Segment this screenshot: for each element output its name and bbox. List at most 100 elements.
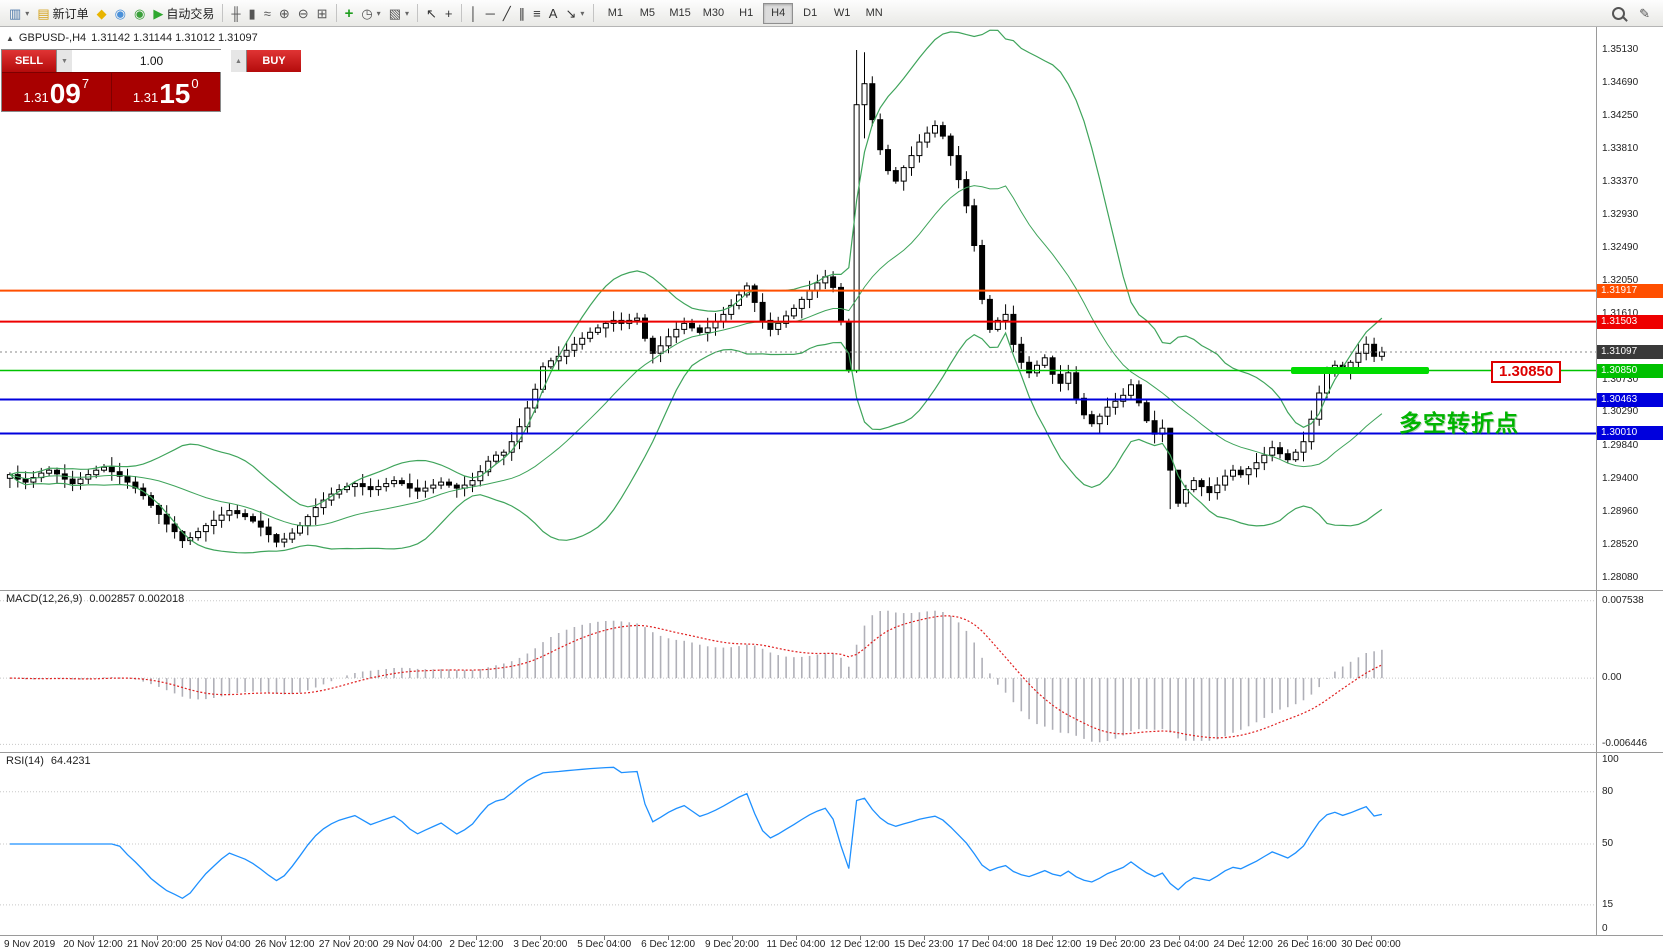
trendline-icon[interactable]: ╱	[499, 2, 515, 24]
timeframe-h4-button[interactable]: H4	[763, 2, 794, 24]
time-axis-tick	[1179, 936, 1181, 940]
time-axis-label: 30 Dec 00:00	[1341, 939, 1401, 950]
bar-chart-mode-icon[interactable]: ╫	[227, 2, 244, 24]
tile-windows-icon[interactable]: ⊞	[313, 2, 332, 24]
panel-separator[interactable]	[0, 752, 1663, 753]
time-axis-tick	[1115, 936, 1117, 940]
crosshair-icon[interactable]: +	[441, 2, 457, 24]
horizontal-line-icon: ─	[485, 5, 495, 21]
candlestick-mode-icon[interactable]: ▮	[245, 2, 260, 24]
templates-icon[interactable]: ▧ ▾	[385, 2, 413, 24]
autotrading-button[interactable]: ▶ 自动交易	[149, 2, 218, 24]
zoom-in-icon[interactable]: ⊕	[275, 2, 294, 24]
symbol-title: GBPUSD-,H4	[18, 32, 87, 44]
market-watch-icon[interactable]: ◉	[111, 2, 130, 24]
timeframe-d1-button[interactable]: D1	[803, 7, 818, 19]
price-axis[interactable]: 1.35130 1.34690 1.34250 1.33810 1.33370 1.329…	[1596, 27, 1663, 935]
buy-button[interactable]: BUY	[247, 50, 301, 72]
search-icon[interactable]	[1608, 2, 1629, 24]
timeframe-w1-button[interactable]: W1	[833, 7, 851, 19]
help-icon[interactable]: ◉	[130, 2, 149, 24]
buy-price-sup: 0	[191, 76, 199, 91]
time-axis-label: 5 Dec 04:00	[577, 939, 632, 950]
rsi-line	[9, 766, 1383, 900]
price-axis-label: 1.34690	[1602, 76, 1639, 88]
annotation-text[interactable]: 多空转折点	[1399, 410, 1519, 436]
cursor-icon: ↖	[426, 5, 437, 21]
price-axis-label: 1.31610	[1602, 307, 1639, 319]
alerts-icon[interactable]: ◆	[93, 2, 111, 24]
price-axis-label: 1.33810	[1602, 142, 1639, 154]
timeframe-mn-button[interactable]: MN	[865, 7, 883, 19]
sell-button[interactable]: SELL	[2, 50, 56, 72]
horizontal-line-icon[interactable]: ─	[482, 2, 499, 24]
time-axis-tick	[220, 936, 222, 940]
time-axis-tick	[1243, 936, 1245, 940]
arrow-tools-icon[interactable]: ↘ ▾	[561, 2, 588, 24]
sell-price-sup: 7	[81, 76, 90, 91]
rsi-indicator-panel[interactable]	[0, 752, 1596, 935]
periods-icon[interactable]: ◷ ▾	[357, 2, 384, 24]
zoom-out-icon[interactable]: ⊖	[294, 2, 313, 24]
templates-icon: ▧	[388, 5, 401, 21]
crosshair-icon: +	[444, 5, 453, 21]
panel-separator[interactable]	[0, 590, 1663, 591]
time-axis-tick	[476, 936, 478, 940]
time-axis-tick	[604, 936, 606, 940]
timeframe-m15-button[interactable]: M15	[669, 7, 691, 19]
volume-input[interactable]	[72, 50, 231, 72]
collapse-arrow-icon[interactable]: ▲	[6, 33, 14, 43]
market-watch-icon: ◉	[114, 5, 126, 21]
vertical-line-icon[interactable]: │	[466, 2, 482, 24]
toolbar-separator	[222, 4, 224, 22]
time-axis-tick	[1371, 936, 1372, 940]
sell-price[interactable]: 1.31 09 7	[2, 73, 111, 111]
timeframe-m5-button[interactable]: M5	[639, 7, 655, 19]
macd-axis-label: -0.006446	[1602, 738, 1648, 750]
price-axis-label: 1.34250	[1602, 109, 1639, 121]
timeframe-m30-button[interactable]: M30	[702, 7, 725, 19]
line-chart-mode-icon[interactable]: ≈	[260, 2, 275, 24]
time-axis[interactable]: 9 Nov 2019 20 Nov 12:00 21 Nov 20:00 25 Nov…	[0, 935, 1663, 951]
rsi-axis-label: 15	[1602, 898, 1614, 910]
text-icon: A	[548, 5, 558, 21]
vertical-line-icon: │	[469, 5, 478, 21]
volume-spinner: ▼ ▲	[56, 50, 247, 72]
fibonacci-icon[interactable]: ≡	[529, 2, 545, 24]
price-badge: 1.30463	[1597, 392, 1663, 407]
cursor-icon[interactable]: ↖	[422, 2, 441, 24]
buy-price[interactable]: 1.31 15 0	[110, 73, 221, 111]
indicators-icon[interactable]: +	[341, 2, 358, 24]
macd-indicator-panel[interactable]	[0, 590, 1596, 752]
time-axis-tick	[732, 936, 733, 940]
time-axis-tick	[93, 936, 94, 940]
volume-increase-button[interactable]: ▲	[231, 50, 246, 72]
volume-decrease-button[interactable]: ▼	[57, 50, 72, 72]
time-axis-label: 15 Dec 23:00	[893, 939, 954, 950]
time-axis-label: 25 Nov 04:00	[191, 939, 251, 950]
price-callout[interactable]: 1.30850	[1491, 361, 1562, 383]
trade-controls-row: SELL ▼ ▲ BUY	[2, 50, 301, 72]
time-axis-tick	[923, 936, 925, 940]
buy-price-big: 15	[159, 78, 191, 109]
new-chart-icon[interactable]: ▥ ▾	[5, 2, 33, 24]
time-axis-tick	[668, 936, 670, 940]
alerts-icon: ◆	[96, 5, 107, 21]
channel-icon: ∥	[518, 5, 526, 21]
line-chart-mode-icon: ≈	[263, 5, 271, 21]
ohlc-values: 1.31142 1.31144 1.31012 1.31097	[91, 32, 258, 44]
text-icon[interactable]: A	[545, 2, 562, 24]
timeframe-h1-button[interactable]: H1	[739, 7, 754, 19]
timeframe-m1-button[interactable]: M1	[607, 7, 623, 19]
new-order-button-label: 新订单	[52, 6, 89, 21]
time-axis-label: 29 Nov 04:00	[382, 939, 443, 950]
new-order-icon: ▤	[37, 5, 50, 21]
new-order-button[interactable]: ▤ 新订单	[33, 2, 92, 24]
channel-icon[interactable]: ∥	[515, 2, 530, 24]
support-highlight-bar[interactable]	[1291, 367, 1429, 374]
main-price-chart[interactable]	[0, 27, 1596, 590]
rsi-axis-label: 100	[1602, 754, 1619, 765]
edit-icon[interactable]: ✎	[1635, 2, 1654, 24]
